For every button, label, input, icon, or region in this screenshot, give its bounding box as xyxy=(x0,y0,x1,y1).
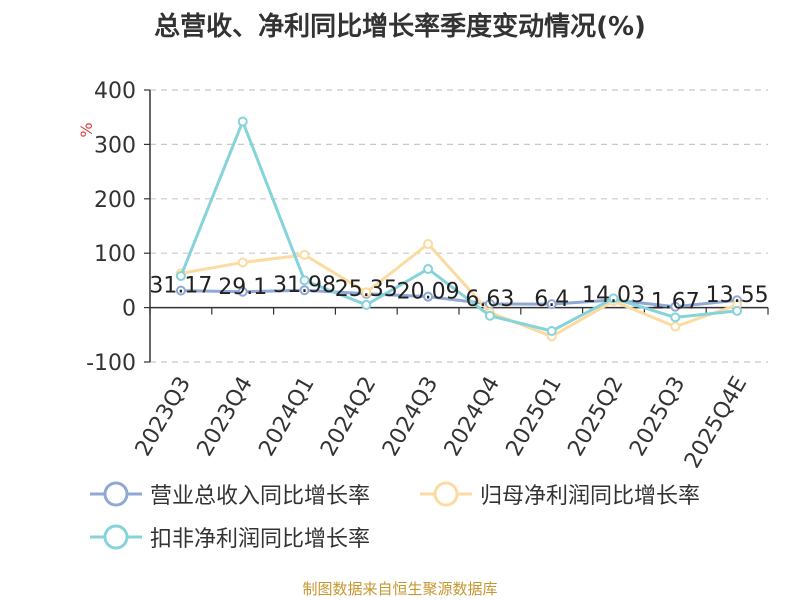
data-point xyxy=(237,257,248,268)
data-point xyxy=(484,310,495,321)
data-label: 1.67 xyxy=(651,290,700,315)
data-point xyxy=(423,238,434,249)
legend-marker-net-profit xyxy=(420,481,472,507)
data-point xyxy=(423,291,434,302)
data-label: 13.55 xyxy=(706,283,769,308)
data-point xyxy=(299,249,310,260)
data-point xyxy=(608,293,619,304)
data-point xyxy=(732,305,743,316)
legend-label-net-profit: 归母净利润同比增长率 xyxy=(480,484,701,509)
y-tick-label: 0 xyxy=(122,297,136,322)
data-label: 6.4 xyxy=(534,287,569,312)
y-axis-label: % xyxy=(77,122,96,137)
data-point xyxy=(237,116,248,127)
data-point xyxy=(237,286,248,297)
data-point xyxy=(670,312,681,323)
x-tick-label: 2025Q3 xyxy=(625,373,690,461)
legend-marker-revenue xyxy=(90,481,142,507)
series-line-1 xyxy=(180,242,738,338)
series-line-0 xyxy=(180,288,738,309)
data-point xyxy=(546,299,557,310)
data-point xyxy=(299,285,310,296)
data-point xyxy=(423,263,434,274)
y-tick-label: 400 xyxy=(94,79,136,104)
y-tick-label: 300 xyxy=(94,133,136,158)
legend-item-deducted-profit[interactable]: 扣非净利润同比增长率 xyxy=(90,521,370,553)
data-label: 25.35 xyxy=(335,277,398,302)
data-label: 6.63 xyxy=(465,287,514,312)
y-tick-label: 200 xyxy=(94,188,136,213)
data-point xyxy=(361,299,372,310)
data-label: 14.03 xyxy=(582,283,645,308)
data-point xyxy=(175,285,186,296)
data-label: 31.98 xyxy=(273,273,336,298)
x-tick-label: 2024Q3 xyxy=(378,373,443,461)
legend-item-revenue[interactable]: 营业总收入同比增长率 xyxy=(90,478,370,510)
x-tick-label: 2025Q2 xyxy=(563,373,628,461)
legend-label-revenue: 营业总收入同比增长率 xyxy=(150,484,371,509)
legend-label-deducted-profit: 扣非净利润同比增长率 xyxy=(150,527,371,552)
series-lines xyxy=(175,116,743,342)
data-point xyxy=(361,287,372,298)
data-label: 29.1 xyxy=(218,275,267,300)
data-point xyxy=(175,271,186,282)
legend-marker-deducted-profit xyxy=(90,524,142,550)
x-tick-label: 2023Q3 xyxy=(131,373,196,461)
y-tick-label: 100 xyxy=(94,242,136,267)
data-point xyxy=(670,321,681,332)
x-tick-label: 2023Q4 xyxy=(193,373,258,461)
series-line-2 xyxy=(179,120,738,333)
source-note: 制图数据来自恒生聚源数据库 xyxy=(302,580,498,598)
x-tick-label: 2024Q4 xyxy=(440,373,505,461)
data-point xyxy=(299,275,310,286)
chart-title: 总营收、净利同比增长率季度变动情况(%) xyxy=(154,12,646,42)
x-tick-label: 2024Q2 xyxy=(316,373,381,461)
x-tick-label: 2024Q1 xyxy=(254,373,319,461)
data-label: 20.09 xyxy=(397,280,460,305)
data-point xyxy=(670,301,681,312)
y-tick-label: -100 xyxy=(86,351,136,376)
x-tick-label: 2025Q4E xyxy=(680,373,752,473)
legend-item-net-profit[interactable]: 归母净利润同比增长率 xyxy=(420,478,700,510)
x-tick-label: 2025Q1 xyxy=(502,373,567,461)
data-label: 31.17 xyxy=(149,274,212,299)
data-point xyxy=(546,325,557,336)
